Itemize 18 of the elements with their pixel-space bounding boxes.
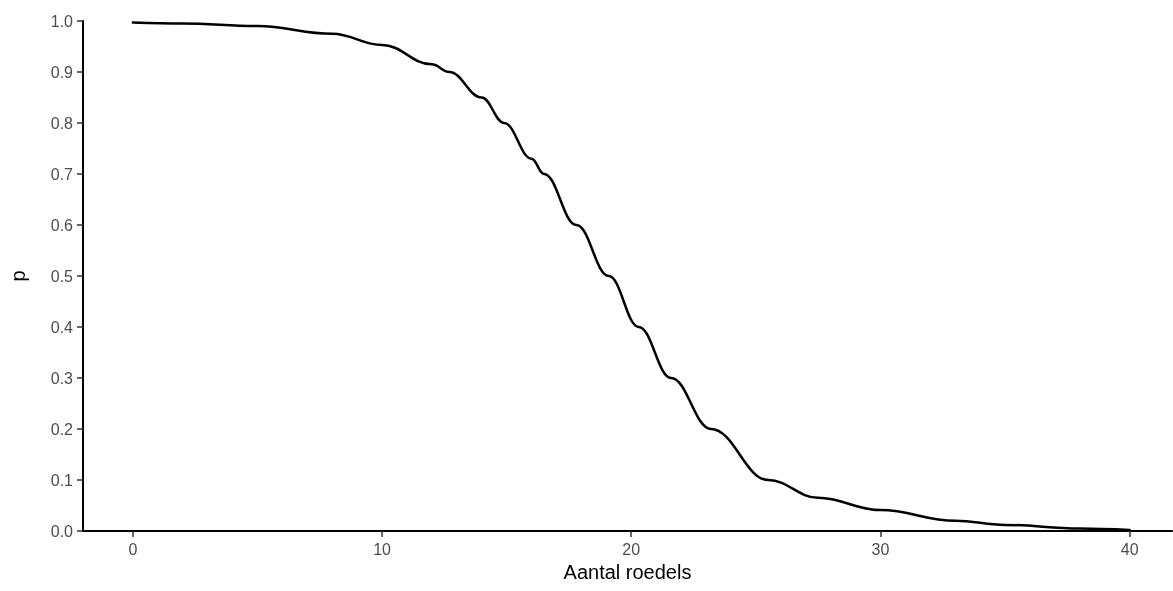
x-tick-label: 0 xyxy=(128,540,138,558)
x-tick-label: 20 xyxy=(622,540,641,558)
x-tick-label: 10 xyxy=(373,540,392,558)
y-tick-label: 0.6 xyxy=(50,216,74,234)
y-tick-label: 0.9 xyxy=(50,63,74,81)
y-tick-label: 0.1 xyxy=(50,471,74,489)
y-axis-title: p xyxy=(7,270,29,282)
x-axis-title: Aantal roedels xyxy=(563,560,692,583)
y-tick-label: 0.2 xyxy=(50,420,74,438)
y-tick-label: 0.5 xyxy=(50,267,74,285)
y-tick-label: 0.7 xyxy=(50,165,74,183)
y-tick-label: 0.3 xyxy=(50,369,74,387)
y-tick-label: 1.0 xyxy=(50,12,74,30)
y-tick-label: 0.8 xyxy=(50,114,74,132)
y-tick-label: 0.4 xyxy=(50,318,74,336)
y-tick-label: 0.0 xyxy=(50,522,74,540)
x-tick-label: 30 xyxy=(871,540,890,558)
x-tick-label: 40 xyxy=(1120,540,1139,558)
